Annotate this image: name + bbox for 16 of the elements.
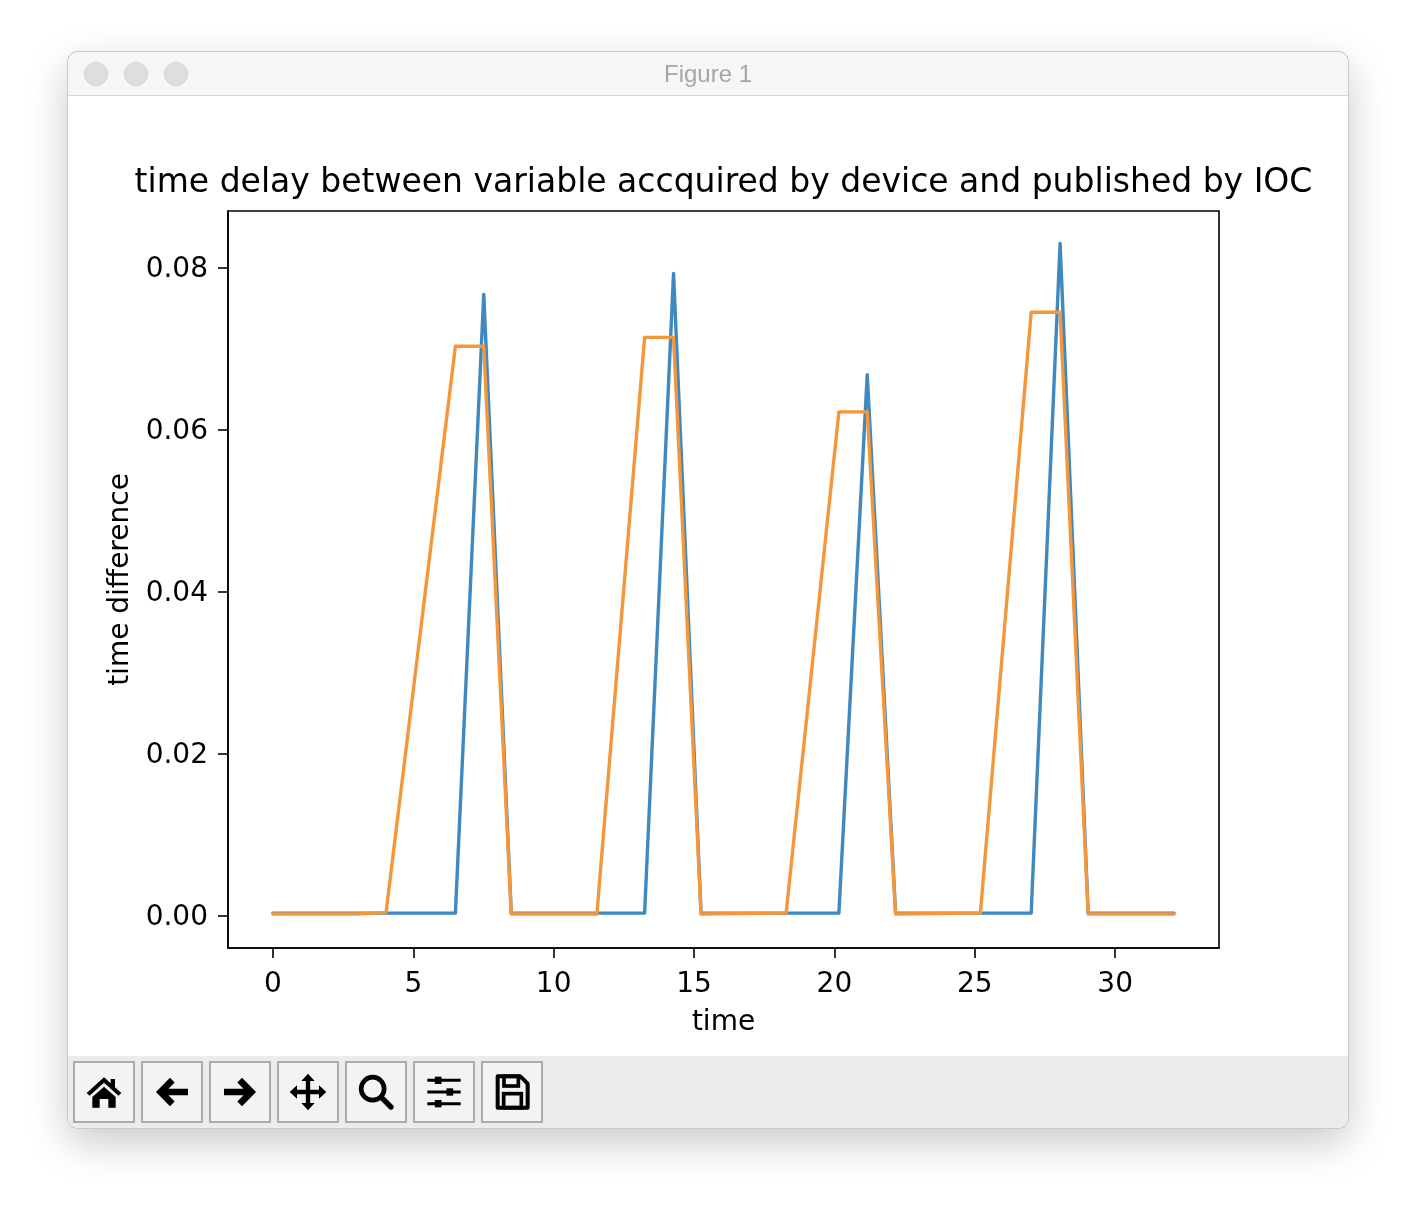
y-tick-label: 0.02	[145, 737, 208, 771]
x-tick-label: 15	[676, 965, 712, 999]
y-tick-label: 0.00	[145, 899, 208, 933]
x-tick-label: 10	[535, 965, 572, 999]
chart-title: time delay between variable accquired by device and published by IOC	[134, 161, 1313, 200]
y-tick-label: 0.06	[145, 413, 208, 447]
y-axis-title: time difference	[101, 473, 135, 686]
x-tick-label: 0	[264, 965, 282, 999]
y-tick-label: 0.08	[145, 251, 208, 285]
x-tick-label: 5	[404, 965, 423, 999]
caption: Figure 1	[662, 60, 753, 88]
x-tick-label: 25	[956, 965, 993, 999]
x-tick-label: 20	[816, 965, 853, 999]
y-tick-label: 0.04	[145, 575, 208, 609]
x-axis-title: time	[691, 1003, 756, 1037]
x-tick-label: 30	[1097, 965, 1133, 999]
